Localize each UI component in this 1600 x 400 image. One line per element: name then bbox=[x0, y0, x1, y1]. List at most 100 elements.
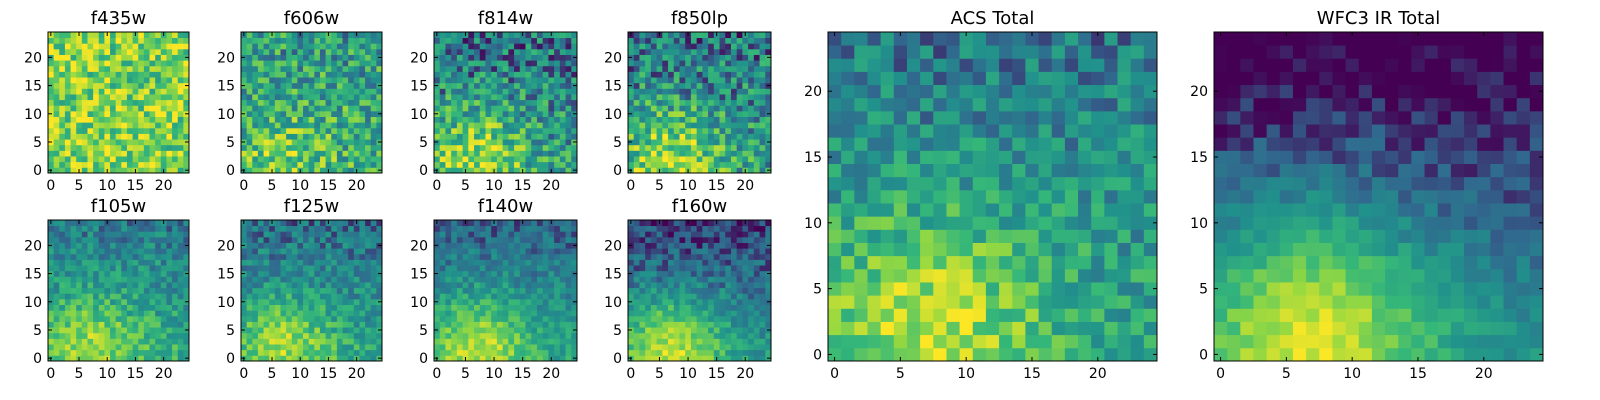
heatmap-cell bbox=[742, 99, 749, 106]
heatmap-cell bbox=[725, 282, 732, 289]
heatmap-cell bbox=[725, 167, 732, 174]
heatmap-cell bbox=[353, 349, 360, 356]
heatmap-cell bbox=[662, 355, 669, 362]
heatmap-cell bbox=[126, 265, 133, 272]
heatmap-cell bbox=[462, 265, 469, 272]
heatmap-cell bbox=[263, 327, 270, 334]
heatmap-cell bbox=[257, 88, 264, 95]
heatmap-cell bbox=[491, 54, 498, 61]
heatmap-cell bbox=[474, 71, 481, 78]
heatmap-cell bbox=[713, 48, 720, 55]
heatmap-cell bbox=[536, 54, 544, 61]
heatmap-cell bbox=[708, 161, 715, 168]
heatmap-cell bbox=[525, 127, 532, 134]
heatmap-cell bbox=[559, 344, 566, 351]
heatmap-cell bbox=[274, 122, 281, 129]
heatmap-cell bbox=[353, 344, 360, 351]
heatmap-cell bbox=[719, 332, 726, 339]
heatmap-cell bbox=[70, 355, 77, 362]
x-tick-label: 0 bbox=[432, 178, 441, 194]
heatmap-cell bbox=[336, 116, 343, 123]
heatmap-cell bbox=[702, 270, 709, 277]
heatmap-cell bbox=[286, 332, 293, 339]
heatmap-cell bbox=[348, 344, 355, 351]
heatmap-cell bbox=[172, 105, 179, 112]
heatmap-cell bbox=[325, 94, 332, 101]
heatmap-cell bbox=[370, 122, 377, 129]
y-tick-label: 5 bbox=[226, 135, 235, 151]
heatmap-cell bbox=[434, 349, 441, 356]
heatmap-cell bbox=[730, 315, 738, 322]
heatmap-cell bbox=[639, 105, 646, 112]
heatmap-cell bbox=[132, 259, 139, 266]
heatmap-cell bbox=[115, 310, 122, 317]
heatmap-cell bbox=[548, 310, 555, 317]
heatmap-cell bbox=[104, 225, 111, 232]
heatmap-cell bbox=[554, 236, 561, 243]
heatmap-cell bbox=[348, 248, 355, 255]
heatmap-cell bbox=[736, 37, 743, 44]
y-tick-label: 5 bbox=[613, 135, 622, 151]
heatmap-cell bbox=[274, 355, 281, 362]
heatmap-cell bbox=[252, 304, 259, 311]
heatmap-cell bbox=[303, 127, 310, 134]
heatmap-cell bbox=[132, 71, 139, 78]
heatmap-cell bbox=[668, 82, 675, 89]
heatmap-cell bbox=[531, 99, 538, 106]
heatmap-cell bbox=[166, 253, 173, 260]
heatmap-cell bbox=[252, 94, 259, 101]
heatmap-cell bbox=[748, 355, 755, 362]
heatmap-cell bbox=[308, 110, 315, 117]
heatmap-cell bbox=[434, 144, 441, 151]
heatmap-cell bbox=[286, 310, 293, 317]
heatmap-cell bbox=[132, 48, 139, 55]
heatmap-cell bbox=[143, 287, 150, 294]
heatmap-cell bbox=[155, 133, 162, 140]
heatmap-cell bbox=[143, 276, 150, 283]
heatmap-cell bbox=[138, 338, 145, 345]
heatmap-cell bbox=[456, 344, 463, 351]
heatmap-cell bbox=[713, 127, 720, 134]
heatmap-cell bbox=[514, 156, 521, 163]
panel-title: f850lp bbox=[671, 8, 728, 29]
heatmap-cell bbox=[160, 65, 167, 72]
heatmap-cell bbox=[53, 332, 60, 339]
heatmap-cell bbox=[748, 167, 755, 174]
heatmap-cell bbox=[753, 321, 760, 328]
heatmap-cell bbox=[508, 144, 515, 151]
heatmap-cell bbox=[359, 43, 366, 50]
heatmap-cell bbox=[160, 248, 167, 255]
heatmap-cell bbox=[736, 282, 743, 289]
heatmap-cell bbox=[571, 293, 578, 300]
heatmap-cell bbox=[252, 236, 259, 243]
heatmap-cell bbox=[297, 77, 304, 84]
heatmap-cell bbox=[434, 99, 441, 106]
heatmap-cell bbox=[115, 231, 122, 238]
heatmap-cell bbox=[753, 332, 760, 339]
heatmap-cell bbox=[645, 150, 652, 157]
heatmap-cell bbox=[280, 259, 287, 266]
heatmap-cell bbox=[76, 231, 83, 238]
heatmap-cell bbox=[336, 344, 343, 351]
heatmap-cell bbox=[269, 37, 276, 44]
heatmap-cell bbox=[702, 48, 709, 55]
heatmap-cell bbox=[730, 293, 738, 300]
heatmap-cell bbox=[525, 293, 532, 300]
heatmap-cell bbox=[668, 298, 675, 305]
heatmap-cell bbox=[297, 82, 304, 89]
heatmap-cell bbox=[548, 99, 555, 106]
heatmap-cell bbox=[633, 161, 640, 168]
heatmap-cell bbox=[280, 270, 287, 277]
heatmap-cell bbox=[257, 298, 264, 305]
heatmap-cell bbox=[696, 287, 703, 294]
heatmap-cell bbox=[160, 327, 167, 334]
heatmap-cell bbox=[269, 127, 276, 134]
heatmap-cell bbox=[496, 99, 504, 106]
heatmap-cell bbox=[565, 242, 572, 249]
heatmap-cell bbox=[121, 150, 128, 157]
heatmap-cell bbox=[645, 167, 652, 174]
heatmap-cell bbox=[559, 265, 566, 272]
heatmap-cell bbox=[542, 60, 549, 67]
heatmap-cell bbox=[434, 43, 441, 50]
heatmap-cell bbox=[160, 71, 167, 78]
